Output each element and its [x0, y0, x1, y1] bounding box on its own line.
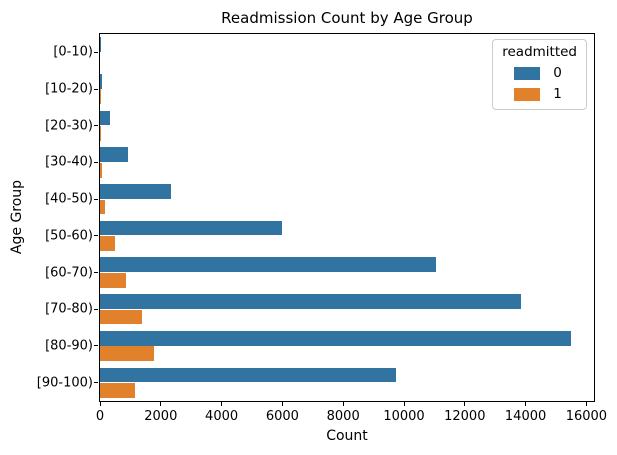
y-tick-label: [50-60)	[45, 228, 93, 244]
y-tick-label: [70-80)	[45, 301, 93, 317]
bar-[10-20)-readmitted-0	[100, 73, 102, 89]
y-tick-mark	[94, 345, 98, 347]
x-axis-label: Count	[326, 428, 368, 444]
y-tick-mark	[94, 161, 98, 163]
legend-swatch-readmitted-0	[514, 66, 541, 80]
y-tick-label: [10-20)	[45, 81, 93, 97]
x-tick-label: 4000	[205, 409, 239, 424]
x-tick-mark	[160, 402, 162, 406]
y-tick-label: [20-30)	[45, 118, 93, 134]
bar-[70-80)-readmitted-1	[100, 309, 142, 325]
x-tick-label: 16000	[565, 409, 608, 424]
y-tick-mark	[94, 235, 98, 237]
y-tick-mark	[94, 88, 98, 90]
x-tick-mark	[221, 402, 223, 406]
y-tick-mark	[94, 308, 98, 310]
bar-[90-100)-readmitted-0	[100, 367, 397, 383]
bar-[30-40)-readmitted-1	[100, 162, 102, 178]
bar-[30-40)-readmitted-0	[100, 147, 128, 163]
y-tick-label: [0-10)	[53, 44, 93, 60]
chart-title: Readmission Count by Age Group	[221, 9, 473, 27]
x-tick-mark	[464, 402, 466, 406]
x-tick-label: 12000	[444, 409, 486, 424]
y-tick-label: [60-70)	[45, 265, 93, 281]
x-tick-label: 10000	[383, 409, 425, 424]
bar-[40-50)-readmitted-0	[100, 184, 171, 199]
x-tick-mark	[525, 402, 527, 406]
y-axis-label: Age Group	[9, 179, 25, 255]
x-tick-label: 14000	[504, 409, 547, 424]
y-tick-mark	[94, 272, 98, 274]
bar-[20-30)-readmitted-1	[100, 126, 101, 141]
bar-[40-50)-readmitted-1	[100, 199, 106, 215]
bar-[80-90)-readmitted-1	[100, 346, 154, 362]
bar-[60-70)-readmitted-0	[100, 257, 436, 273]
bar-[70-80)-readmitted-0	[100, 294, 522, 309]
legend-label-readmitted-1: 1	[553, 86, 562, 102]
y-tick-label: [80-90)	[45, 338, 93, 354]
y-tick-mark	[94, 382, 98, 384]
bar-[80-90)-readmitted-0	[100, 330, 572, 346]
x-tick-mark	[99, 402, 101, 406]
legend-swatch-readmitted-1	[514, 87, 541, 101]
y-tick-label: [30-40)	[45, 154, 93, 170]
bar-[20-30)-readmitted-0	[100, 110, 111, 126]
bar-[50-60)-readmitted-0	[100, 220, 283, 236]
x-tick-label: 2000	[144, 409, 178, 424]
legend-label-readmitted-0: 0	[553, 65, 562, 81]
bar-[60-70)-readmitted-1	[100, 272, 126, 288]
bars-layer	[100, 34, 594, 401]
legend-entry-readmitted-0: 0	[514, 65, 577, 81]
x-tick-mark	[342, 402, 344, 406]
y-tick-mark	[94, 125, 98, 127]
y-tick-mark	[94, 51, 98, 53]
legend-entry-readmitted-1: 1	[514, 86, 577, 102]
bar-[50-60)-readmitted-1	[100, 236, 115, 251]
x-tick-label: 0	[95, 409, 105, 424]
x-tick-mark	[403, 402, 405, 406]
x-tick-mark	[585, 402, 587, 406]
x-tick-label: 8000	[326, 409, 360, 424]
y-tick-label: [90-100)	[36, 375, 93, 391]
legend-title: readmitted	[502, 44, 577, 60]
x-tick-label: 6000	[265, 409, 299, 424]
bar-[90-100)-readmitted-1	[100, 383, 136, 398]
y-tick-label: [40-50)	[45, 191, 93, 207]
y-tick-mark	[94, 198, 98, 200]
x-tick-mark	[281, 402, 283, 406]
